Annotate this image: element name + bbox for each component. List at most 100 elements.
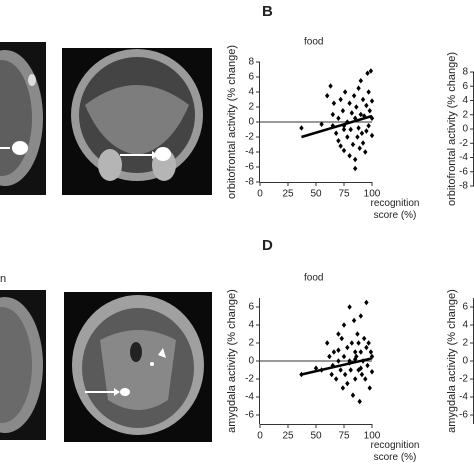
point (353, 156, 358, 163)
y-tick-label: -4 (459, 152, 468, 163)
point (341, 353, 347, 360)
y-tick-label: -6 (245, 162, 254, 173)
point (341, 126, 347, 133)
panel-label-fragment: n (0, 273, 6, 285)
point (355, 331, 360, 337)
point (347, 152, 352, 159)
point (313, 365, 319, 371)
point (353, 356, 358, 362)
chart-title: food (304, 273, 323, 284)
point (363, 149, 368, 155)
y-tick-label: -2 (245, 374, 254, 385)
y-tick-label: 2 (248, 102, 254, 113)
point (366, 340, 371, 346)
point (358, 313, 363, 319)
point (360, 140, 366, 146)
point (351, 317, 357, 324)
x-label-box: recognition score (%) (371, 198, 420, 221)
y-tick-label: -4 (245, 147, 254, 158)
point (342, 89, 348, 95)
y-tick-label: 2 (462, 338, 468, 349)
point (360, 96, 366, 103)
y-tick-label: 0 (248, 356, 254, 367)
point (330, 111, 335, 118)
y-tick-label: -6 (459, 410, 468, 421)
y-tick-label: -6 (245, 410, 254, 421)
point (350, 141, 356, 148)
point (333, 376, 339, 382)
point (345, 344, 350, 351)
point (354, 104, 359, 110)
x-tick-label: 0 (257, 431, 263, 442)
y-tick-label: -6 (459, 166, 468, 177)
point (356, 340, 361, 346)
point (347, 100, 352, 107)
x-label-box: recognition score (%) (370, 440, 420, 463)
y-tick-label: -4 (245, 392, 254, 403)
point (367, 107, 372, 114)
point (369, 132, 375, 139)
y-tick-label: 6 (248, 72, 254, 83)
point (363, 376, 368, 382)
panel-label: B (262, 3, 273, 20)
y-tick-label: 2 (462, 109, 468, 120)
point (350, 392, 356, 398)
point (329, 371, 334, 378)
point (364, 102, 369, 109)
y-tick-label: 2 (248, 338, 254, 349)
point (357, 145, 362, 152)
point (340, 385, 346, 391)
panel-label: D (262, 237, 273, 254)
x-tick-label: 75 (338, 431, 350, 442)
y-axis-label: orbitofrontal activity (% change) (226, 45, 238, 199)
x-tick-label: 25 (282, 431, 294, 442)
point (341, 322, 347, 328)
y-tick-label: 6 (248, 302, 254, 313)
point (336, 115, 341, 122)
x-tick-label: 75 (338, 189, 350, 200)
point (336, 347, 341, 353)
point (358, 77, 363, 84)
point (342, 371, 348, 378)
point (348, 367, 353, 373)
x-tick-label: 25 (282, 189, 294, 200)
y-tick-label: 0 (462, 124, 468, 135)
point (359, 130, 365, 137)
point (345, 134, 350, 140)
y-tick-label: -8 (245, 177, 254, 188)
y-tick-label: 6 (462, 81, 468, 92)
point (341, 147, 347, 154)
x-tick-label: 0 (257, 189, 263, 200)
point (347, 304, 352, 310)
brain-coronal-bottom (64, 292, 212, 442)
point (349, 340, 355, 346)
point (331, 349, 337, 355)
x-axis-label: recognition score (%) (370, 440, 420, 463)
point (364, 299, 369, 306)
x-tick-label: 50 (310, 431, 322, 442)
point (367, 385, 372, 391)
y-tick-label: 4 (248, 320, 254, 331)
y-axis-label: amygdala activity (% change) (446, 289, 458, 433)
point (349, 110, 355, 116)
y-tick-label: 4 (462, 320, 468, 331)
x-tick-label: 50 (310, 189, 322, 200)
y-tick-label: 8 (248, 57, 254, 68)
point (338, 96, 343, 103)
point (365, 70, 370, 77)
point (366, 89, 371, 95)
point (361, 335, 367, 342)
y-tick-label: -2 (245, 132, 254, 143)
fit-line (301, 114, 373, 139)
point (328, 83, 333, 89)
brain-axial-bottom (0, 290, 46, 440)
point (368, 68, 374, 74)
point (364, 344, 369, 351)
fit-line (301, 357, 373, 376)
point (351, 92, 357, 99)
y-tick-label: 8 (462, 67, 468, 78)
point (368, 349, 374, 355)
point (358, 349, 363, 355)
